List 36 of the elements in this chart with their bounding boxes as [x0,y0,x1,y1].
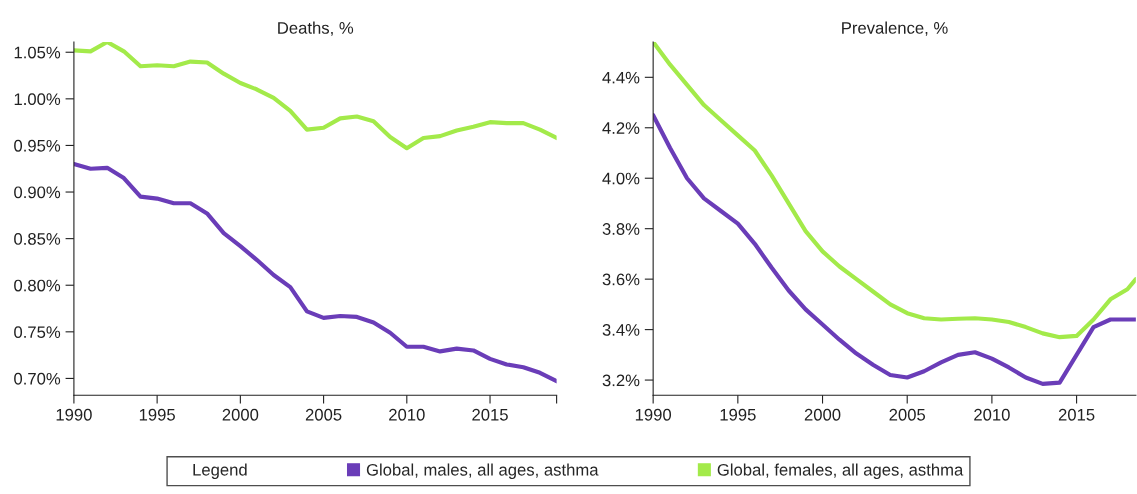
x-tick-label: 2010 [974,408,1010,421]
y-tick-label: 3.8% [602,223,640,235]
chart-title: Deaths, % [278,21,354,36]
legend-label: Global, females, all ages, asthma [717,463,964,479]
y-tick-label: 4.0% [602,172,640,185]
x-tick-label: 1995 [139,408,175,421]
x-tick-label: 2015 [472,408,508,421]
line-series [73,161,557,384]
y-tick-label: 4.2% [602,122,640,134]
x-tick-label: 2005 [305,408,342,421]
y-tick-label: 1.00% [14,93,61,106]
y-tick-label: 0.95% [14,139,61,152]
line-series [73,41,557,151]
y-tick-label: 0.90% [14,186,61,199]
y-tick-label: 0.75% [14,326,61,339]
x-tick-label: 1990 [56,408,92,421]
y-tick-label: 0.70% [14,372,61,385]
y-tick-label: 4.4% [602,71,640,84]
x-tick-label: 2010 [389,408,425,421]
x-tick-label: 1990 [635,408,672,421]
y-tick-label: 1.05% [14,46,61,59]
legend-label: Global, males, all ages, asthma [366,463,599,479]
y-tick-label: 3.6% [602,273,640,286]
chart-title: Prevalence, % [842,21,948,36]
x-tick-label: 2015 [1058,408,1095,421]
line-series [653,41,1136,340]
x-tick-label: 2005 [889,408,926,421]
y-tick-label: 0.80% [14,279,61,292]
y-tick-label: 0.85% [14,233,61,245]
legend-title: Legend [193,463,247,479]
y-tick-label: 3.2% [602,374,640,387]
y-tick-label: 3.4% [602,324,640,336]
x-tick-label: 2000 [804,408,841,421]
x-tick-label: 1995 [720,408,756,421]
line-series [653,113,1136,386]
x-tick-label: 2000 [222,408,259,421]
